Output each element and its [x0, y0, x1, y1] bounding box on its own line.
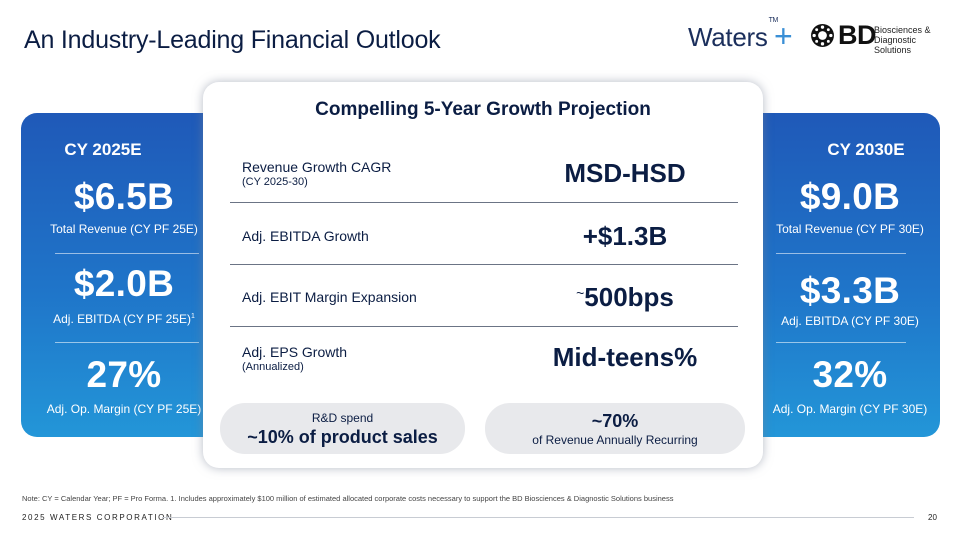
cy2025-margin-value: 27%: [86, 354, 162, 395]
cy2030-margin-value: 32%: [812, 354, 888, 395]
metric-name: Adj. EBIT Margin Expansion: [242, 289, 417, 305]
cy2030-margin-label: Adj. Op. Margin (CY PF 30E): [772, 402, 928, 416]
waters-logo-text: Waters: [688, 22, 768, 52]
page-title: An Industry-Leading Financial Outlook: [24, 26, 441, 54]
metric-label: Adj. EPS Growth (Annualized): [242, 344, 347, 373]
cy2030-ebitda-label: Adj. EBITDA (CY PF 30E): [781, 314, 919, 328]
metric-value-text: 500bps: [584, 282, 674, 312]
cy2025-ebitda-label: Adj. EBITDA (CY PF 25E)1: [21, 312, 233, 326]
cy2025-ebitda-value: $2.0B: [73, 263, 175, 304]
bd-starburst-icon: [811, 24, 834, 47]
pill-caption: of Revenue Annually Recurring: [532, 433, 698, 447]
divider: [55, 253, 199, 254]
metric-name: Adj. EBITDA Growth: [242, 228, 369, 244]
cy2025-revenue-label: Total Revenue (CY PF 25E): [50, 222, 198, 236]
cy2025-panel: CY 2025E $6.5B Total Revenue (CY PF 25E)…: [21, 113, 233, 437]
footer-rule: [162, 517, 914, 518]
metric-value: MSD-HSD: [564, 158, 686, 188]
cy2025-ebitda-label-text: Adj. EBITDA (CY PF 25E): [53, 312, 191, 326]
bd-logo-subtitle: Biosciences & Diagnostic Solutions: [874, 25, 948, 55]
row-divider: [230, 202, 738, 203]
cy2025-margin-label: Adj. Op. Margin (CY PF 25E): [46, 402, 202, 416]
cy2030-revenue-value: $9.0B: [799, 176, 901, 217]
logo-group: WatersTM + BD Biosciences & Diagnostic S…: [688, 17, 948, 55]
rd-spend-pill: R&D spend ~10% of product sales: [220, 403, 465, 454]
page-number: 20: [928, 513, 937, 522]
bd-logo-subtitle-line1: Biosciences &: [874, 25, 931, 35]
metric-value: Mid-teens%: [552, 342, 698, 372]
cy2030-panel: CY 2030E $9.0B Total Revenue (CY PF 30E)…: [742, 113, 940, 437]
metric-sub: (CY 2025-30): [242, 176, 308, 188]
metric-sub: (Annualized): [242, 361, 304, 373]
bd-logo-text: BD: [838, 20, 877, 50]
pill-value: ~10% of product sales: [247, 427, 438, 447]
approx-prefix: ~: [576, 285, 585, 301]
plus-icon: +: [774, 18, 793, 54]
cy2030-ebitda-value: $3.3B: [799, 270, 901, 311]
waters-trademark: TM: [768, 17, 779, 25]
pill-value: ~70%: [591, 411, 639, 431]
divider: [776, 253, 906, 254]
row-divider: [230, 264, 738, 265]
row-divider: [230, 326, 738, 327]
metric-name: Adj. EPS Growth: [242, 344, 348, 360]
company-footer: 2025 WATERS CORPORATION: [22, 513, 174, 522]
footnote-marker: 1: [190, 313, 195, 320]
metric-label: Revenue Growth CAGR (CY 2025-30): [242, 159, 391, 188]
bd-logo-subtitle-line2: Diagnostic Solutions: [874, 35, 917, 55]
cy2025-revenue-value: $6.5B: [73, 176, 175, 217]
metric-label: Adj. EBIT Margin Expansion: [242, 289, 417, 305]
divider: [776, 342, 906, 343]
card-title: Compelling 5-Year Growth Projection: [315, 99, 651, 120]
cy2030-revenue-label: Total Revenue (CY PF 30E): [776, 222, 924, 236]
metric-value: ~500bps: [515, 282, 735, 313]
metric-label: Adj. EBITDA Growth: [242, 228, 369, 244]
cy2025-header: CY 2025E: [64, 140, 142, 159]
metric-name: Revenue Growth CAGR: [242, 159, 392, 175]
metric-value: +$1.3B: [582, 221, 668, 251]
growth-projection-card: Compelling 5-Year Growth Projection Reve…: [203, 82, 763, 468]
divider: [55, 342, 199, 343]
pill-caption: R&D spend: [311, 411, 374, 425]
footnote: Note: CY = Calendar Year; PF = Pro Forma…: [22, 494, 674, 503]
recurring-revenue-pill: ~70% of Revenue Annually Recurring: [485, 403, 745, 454]
cy2030-header: CY 2030E: [827, 140, 905, 159]
waters-logo: WatersTM: [688, 17, 778, 53]
